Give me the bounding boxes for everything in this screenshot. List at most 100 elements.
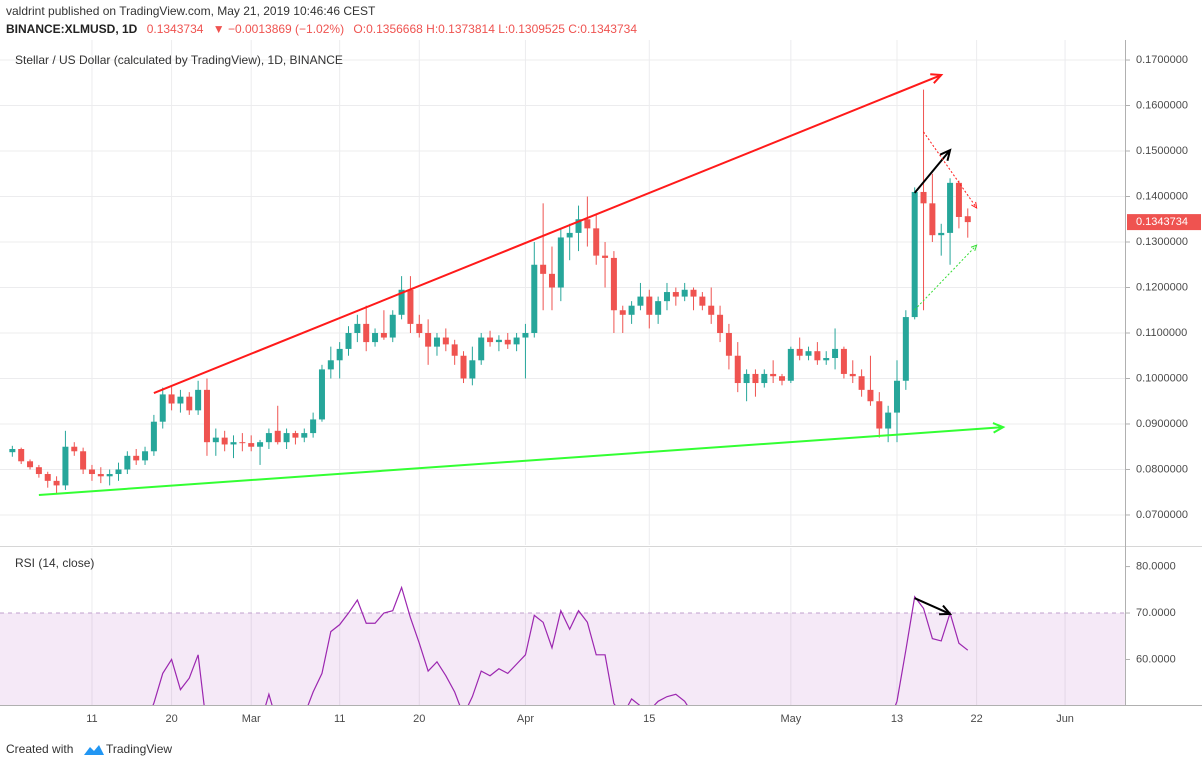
footer-created: Created with xyxy=(6,742,73,756)
trend-line xyxy=(913,149,951,194)
candle-body xyxy=(389,314,396,338)
candle-body xyxy=(80,451,87,470)
candle-body xyxy=(168,394,175,404)
candle-body xyxy=(805,351,812,356)
price-axis-line xyxy=(1125,40,1126,705)
candle-body xyxy=(478,337,485,361)
candle-body xyxy=(947,182,954,233)
x-tick-label: 22 xyxy=(970,713,982,725)
candle-body xyxy=(380,332,387,338)
candle-body xyxy=(540,264,547,274)
y-tick-label: 0.0900000 xyxy=(1136,418,1188,430)
pane-separator xyxy=(0,546,1202,547)
candle-body xyxy=(195,389,202,411)
trend-line xyxy=(38,426,1004,496)
candle-body xyxy=(398,289,405,315)
candle-body xyxy=(787,348,794,381)
x-tick-label: 13 xyxy=(891,713,903,725)
last-price: 0.1343734 xyxy=(147,22,204,36)
candle-body xyxy=(610,257,617,311)
x-tick-label: 20 xyxy=(413,713,425,725)
candle-body xyxy=(106,474,113,477)
y-tick-label: 0.1500000 xyxy=(1136,145,1188,157)
candle-body xyxy=(646,296,653,315)
candle-body xyxy=(778,376,785,381)
candle-body xyxy=(345,332,352,349)
candle-body xyxy=(575,219,582,233)
candle-body xyxy=(902,317,909,381)
candle-body xyxy=(602,255,609,258)
candle-body xyxy=(159,394,166,422)
candle-body xyxy=(142,451,149,461)
x-tick-label: 11 xyxy=(334,713,345,725)
candle-body xyxy=(823,358,830,361)
x-tick-label: 15 xyxy=(643,713,655,725)
candle-body xyxy=(832,348,839,359)
x-tick-label: May xyxy=(780,713,801,725)
y-tick-label: 60.0000 xyxy=(1136,653,1176,665)
rsi-line xyxy=(152,585,969,705)
candle-body xyxy=(628,305,635,315)
candle-body xyxy=(911,191,918,318)
y-tick-label: 0.1400000 xyxy=(1136,190,1188,202)
x-tick-label: 20 xyxy=(165,713,177,725)
candle-body xyxy=(743,373,750,384)
candle-body xyxy=(752,373,759,384)
candle-body xyxy=(566,232,573,238)
candle-body xyxy=(690,289,697,297)
candle-body xyxy=(18,449,25,462)
candle-body xyxy=(495,339,502,343)
publisher: valdrint published on TradingView.com, M… xyxy=(6,4,376,18)
rsi-pane xyxy=(0,585,1125,705)
y-tick-label: 80.0000 xyxy=(1136,560,1176,572)
candle-body xyxy=(637,296,644,306)
candle-body xyxy=(221,437,228,445)
candle-body xyxy=(451,344,458,356)
candle-body xyxy=(672,292,679,297)
candle-body xyxy=(124,455,131,470)
candle-body xyxy=(557,237,564,288)
y-tick-label: 0.1700000 xyxy=(1136,54,1188,66)
arrow-head xyxy=(939,604,953,616)
change: ▼ −0.0013869 (−1.02%) xyxy=(213,22,344,36)
arrow-head xyxy=(939,148,952,162)
candle-body xyxy=(363,323,370,343)
logo xyxy=(84,745,104,755)
x-tick-label: 11 xyxy=(86,713,97,725)
candle-body xyxy=(531,264,538,333)
candle-body xyxy=(318,369,325,420)
candle-body xyxy=(469,360,476,379)
y-tick-label: 0.1300000 xyxy=(1136,236,1188,248)
candle-body xyxy=(885,412,892,429)
candle-body xyxy=(425,332,432,347)
candle-body xyxy=(513,337,520,345)
candle-body xyxy=(876,401,883,429)
candle-body xyxy=(354,323,361,333)
candle-body xyxy=(150,421,157,452)
candle-body xyxy=(814,351,821,361)
candle-body xyxy=(761,373,768,384)
candle-body xyxy=(301,433,308,438)
symbol: BINANCE:XLMUSD, 1D xyxy=(6,22,138,36)
candle-body xyxy=(53,480,60,486)
grid-layer xyxy=(0,40,1125,705)
trend-line xyxy=(153,74,942,394)
candle-body xyxy=(265,433,272,443)
candle-body xyxy=(929,203,936,236)
candle-body xyxy=(938,232,945,236)
x-tick-label: Jun xyxy=(1056,713,1074,725)
time-axis-line xyxy=(0,705,1202,706)
candle-body xyxy=(407,289,414,324)
candle-body xyxy=(849,373,856,377)
candle-body xyxy=(177,396,184,404)
axis-layer: 11 20 Mar 11 20 Apr 15 May 13 22 Jun 0.0700000 0.080… xyxy=(86,54,1201,725)
candle-body xyxy=(230,442,237,445)
arrow-head xyxy=(992,422,1006,434)
candle-body xyxy=(327,360,334,370)
candle-body xyxy=(203,389,210,443)
candle-body xyxy=(27,461,34,468)
candle-body xyxy=(584,219,591,229)
last-price-label: 0.1343734 xyxy=(1136,216,1188,228)
candle-body xyxy=(734,355,741,384)
